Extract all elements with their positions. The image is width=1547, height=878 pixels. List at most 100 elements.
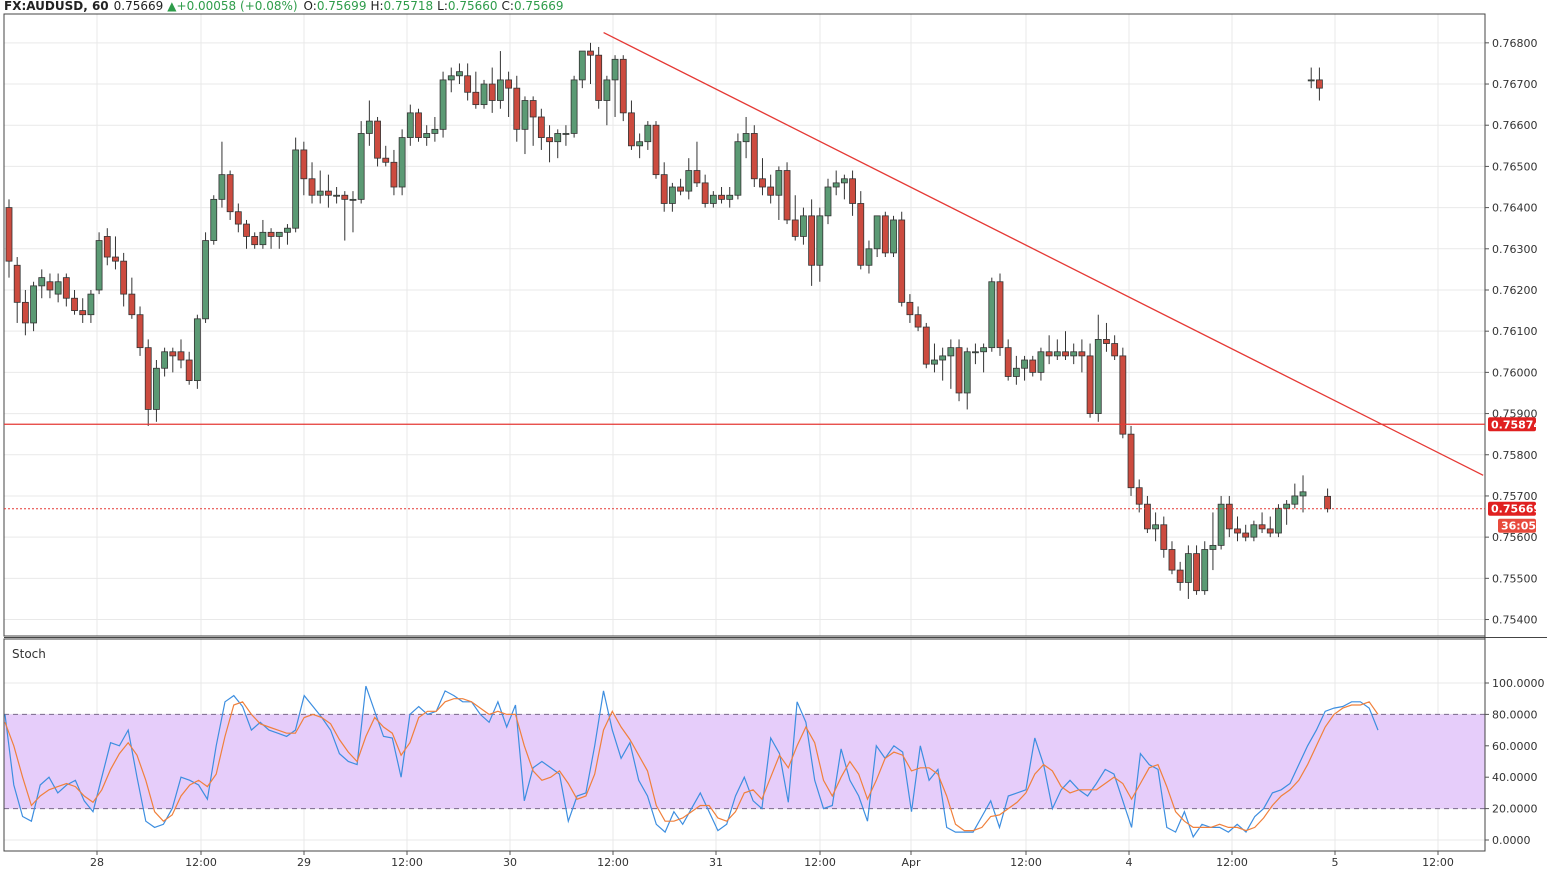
candle[interactable] xyxy=(832,170,840,196)
candle[interactable] xyxy=(603,75,611,126)
candle[interactable] xyxy=(562,125,570,146)
candle[interactable] xyxy=(488,67,496,113)
candle[interactable] xyxy=(1217,495,1225,550)
candle[interactable] xyxy=(996,273,1004,356)
candle[interactable] xyxy=(136,306,144,356)
candle[interactable] xyxy=(1086,343,1094,418)
candles[interactable] xyxy=(5,42,1331,599)
candle[interactable] xyxy=(718,187,725,204)
candle[interactable] xyxy=(415,108,422,142)
candle[interactable] xyxy=(472,71,480,109)
candle[interactable] xyxy=(1266,516,1274,538)
candle[interactable] xyxy=(144,339,152,426)
candle[interactable] xyxy=(578,50,586,89)
candle[interactable] xyxy=(955,339,963,402)
candle[interactable] xyxy=(5,199,13,278)
candle[interactable] xyxy=(456,63,463,85)
candle[interactable] xyxy=(210,195,218,245)
candle[interactable] xyxy=(325,174,332,208)
candle[interactable] xyxy=(505,71,512,117)
candle[interactable] xyxy=(1045,335,1053,365)
candle[interactable] xyxy=(1184,545,1192,599)
candle[interactable] xyxy=(112,236,119,270)
candle[interactable] xyxy=(1209,512,1217,571)
candle[interactable] xyxy=(431,116,439,142)
candle[interactable] xyxy=(644,121,652,150)
candle[interactable] xyxy=(546,125,553,163)
candle[interactable] xyxy=(824,178,832,225)
candle[interactable] xyxy=(1160,516,1168,558)
candle[interactable] xyxy=(1029,355,1037,377)
candle[interactable] xyxy=(153,360,160,422)
candle[interactable] xyxy=(62,273,70,307)
candle[interactable] xyxy=(914,306,922,332)
candle[interactable] xyxy=(947,339,955,389)
candle[interactable] xyxy=(619,55,627,122)
candle[interactable] xyxy=(357,121,365,204)
candle[interactable] xyxy=(79,298,87,323)
candle[interactable] xyxy=(1258,512,1266,534)
candle[interactable] xyxy=(1283,500,1291,525)
candle[interactable] xyxy=(668,182,676,212)
candle[interactable] xyxy=(259,219,267,249)
candle[interactable] xyxy=(243,219,250,249)
candle[interactable] xyxy=(701,174,709,208)
candle[interactable] xyxy=(1078,339,1086,373)
candle[interactable] xyxy=(103,228,111,266)
candle[interactable] xyxy=(38,269,46,299)
candle[interactable] xyxy=(521,96,529,155)
candle[interactable] xyxy=(513,75,521,142)
candle[interactable] xyxy=(570,75,578,138)
candle[interactable] xyxy=(1037,347,1045,381)
candle[interactable] xyxy=(234,203,242,233)
candle[interactable] xyxy=(980,343,988,373)
candle[interactable] xyxy=(939,347,947,381)
candle[interactable] xyxy=(284,224,291,245)
candle[interactable] xyxy=(726,187,734,208)
candle[interactable] xyxy=(734,133,742,200)
candle[interactable] xyxy=(341,191,349,241)
candle[interactable] xyxy=(529,96,537,146)
candle[interactable] xyxy=(54,273,62,303)
candle[interactable] xyxy=(595,46,603,109)
candle[interactable] xyxy=(1176,561,1184,591)
candle[interactable] xyxy=(1291,483,1299,509)
candle[interactable] xyxy=(300,141,308,196)
candle[interactable] xyxy=(1316,67,1323,101)
candle[interactable] xyxy=(292,137,300,233)
candle[interactable] xyxy=(742,116,750,159)
candle[interactable] xyxy=(1094,314,1102,422)
candle[interactable] xyxy=(709,191,717,208)
candle[interactable] xyxy=(865,240,873,274)
candle[interactable] xyxy=(693,141,701,188)
candle[interactable] xyxy=(333,187,341,204)
candle[interactable] xyxy=(193,314,201,389)
candle[interactable] xyxy=(750,125,758,188)
candle[interactable] xyxy=(1103,322,1110,352)
candle[interactable] xyxy=(406,104,414,146)
candle[interactable] xyxy=(988,277,996,352)
candle[interactable] xyxy=(791,195,799,241)
candle[interactable] xyxy=(464,63,472,101)
candle[interactable] xyxy=(1168,541,1176,575)
candle[interactable] xyxy=(226,170,234,220)
candle[interactable] xyxy=(1324,488,1331,513)
candle[interactable] xyxy=(1307,67,1315,89)
candle[interactable] xyxy=(13,257,21,323)
candle[interactable] xyxy=(1299,475,1307,513)
candle[interactable] xyxy=(587,42,594,85)
candle[interactable] xyxy=(169,347,177,373)
candle[interactable] xyxy=(775,166,783,220)
candle[interactable] xyxy=(628,100,635,150)
candle[interactable] xyxy=(840,174,848,200)
candle[interactable] xyxy=(1193,545,1200,595)
candle[interactable] xyxy=(71,289,78,315)
candle[interactable] xyxy=(1250,520,1258,542)
candle[interactable] xyxy=(554,129,562,159)
candle[interactable] xyxy=(1234,516,1241,542)
candle[interactable] xyxy=(677,178,684,196)
candle[interactable] xyxy=(267,228,275,249)
candle[interactable] xyxy=(1111,335,1119,361)
candle[interactable] xyxy=(816,207,824,282)
